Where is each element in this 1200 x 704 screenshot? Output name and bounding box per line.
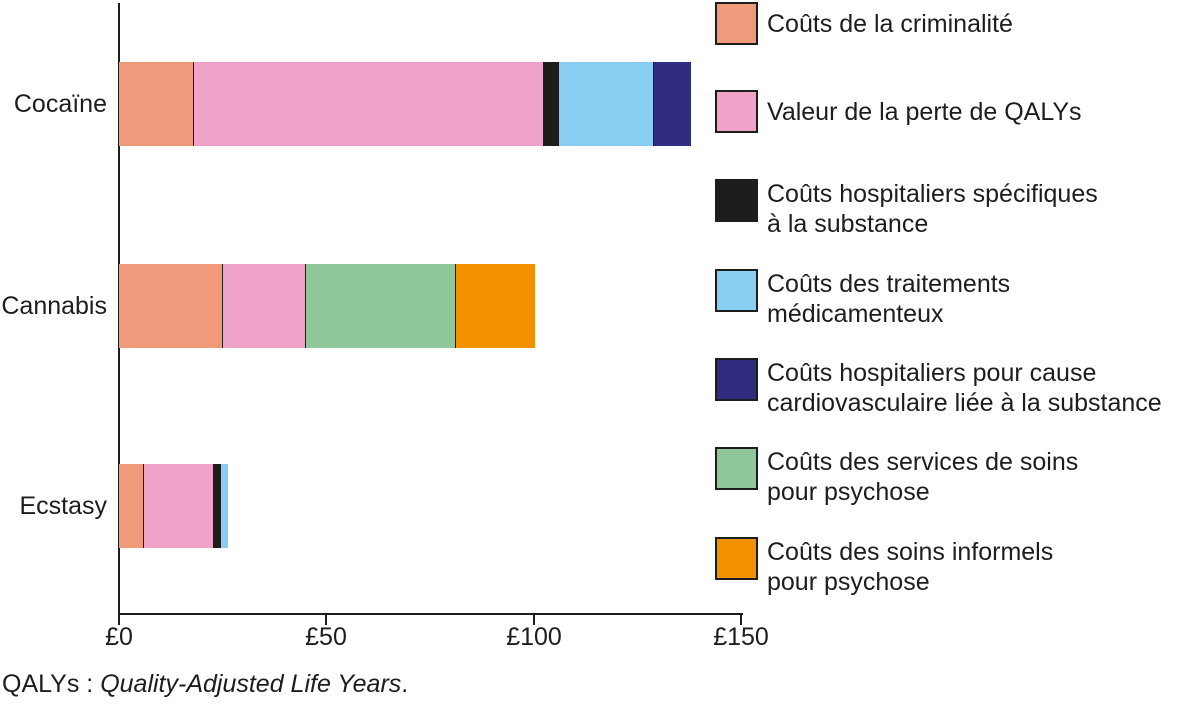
legend-item-med_treatment: Coûts des traitements médicamenteux — [715, 269, 1010, 329]
legend-label-line: pour psychose — [767, 478, 930, 506]
category-label-cannabis: Cannabis — [1, 292, 107, 320]
legend-item-hosp_specific: Coûts hospitaliers spécifiques à la subst… — [715, 179, 1098, 239]
category-label-cocaine: Cocaïne — [13, 90, 107, 118]
bar-segment-qalys — [223, 264, 306, 348]
legend-label-line: cardiovasculaire liée à la substance — [767, 389, 1162, 417]
footnote: QALYs : Quality-Adjusted Life Years. — [2, 669, 408, 699]
legend-label-line: pour psychose — [767, 568, 930, 596]
bar-segment-crime — [119, 264, 223, 348]
legend-label-hosp_specific: Coûts hospitaliers spécifiques à la subst… — [767, 179, 1098, 239]
legend-swatch-qalys — [715, 90, 758, 133]
footnote-italic: Quality-Adjusted Life Years — [100, 670, 402, 698]
legend-item-psychosis_services: Coûts des services de soins pour psychose — [715, 447, 1078, 507]
legend-label-hosp_cardio: Coûts hospitaliers pour cause cardiovascu… — [767, 358, 1162, 418]
x-tick-mark — [533, 613, 535, 625]
legend-label-line: Coûts des soins informels — [767, 538, 1054, 566]
x-tick-label: £150 — [713, 623, 769, 651]
bar-ecstasy — [119, 464, 228, 548]
x-tick-mark — [118, 613, 120, 625]
x-axis-line — [118, 613, 743, 615]
legend-label-qalys: Valeur de la perte de QALYs — [767, 97, 1082, 127]
bar-segment-psychosis_informal — [456, 264, 535, 348]
x-tick-label: £50 — [305, 623, 347, 651]
legend-swatch-hosp_cardio — [715, 358, 758, 401]
legend-item-qalys: Valeur de la perte de QALYs — [715, 90, 1082, 133]
legend-label-line: médicamenteux — [767, 300, 944, 328]
legend-swatch-hosp_specific — [715, 179, 758, 222]
bar-cocaine — [119, 62, 691, 146]
bar-segment-hosp_specific — [214, 464, 221, 548]
bar-segment-crime — [119, 464, 144, 548]
category-label-ecstasy: Ecstasy — [19, 492, 107, 520]
legend-swatch-med_treatment — [715, 269, 758, 312]
legend-label-line: à la substance — [767, 210, 929, 238]
legend-label-line: Coûts hospitaliers pour cause — [767, 359, 1097, 387]
footnote-prefix: QALYs : — [2, 670, 101, 698]
x-tick-label: £0 — [105, 623, 133, 651]
legend-swatch-psychosis_informal — [715, 537, 758, 580]
bar-segment-psychosis_services — [306, 264, 456, 348]
footnote-suffix: . — [401, 670, 409, 698]
legend-item-psychosis_informal: Coûts des soins informels pour psychose — [715, 537, 1053, 597]
bar-segment-qalys — [194, 62, 544, 146]
legend-swatch-crime — [715, 2, 758, 45]
legend-label-line: Coûts des traitements — [767, 270, 1011, 298]
x-tick-mark — [325, 613, 327, 625]
legend-label-psychosis_services: Coûts des services de soins pour psychose — [767, 447, 1078, 507]
legend-label-line: Coûts hospitaliers spécifiques — [767, 180, 1098, 208]
legend-label-crime: Coûts de la criminalité — [767, 9, 1013, 39]
legend-label-line: Coûts de la criminalité — [767, 10, 1013, 38]
legend-item-crime: Coûts de la criminalité — [715, 2, 1013, 45]
bar-segment-hosp_specific — [544, 62, 559, 146]
legend-swatch-psychosis_services — [715, 447, 758, 490]
bar-segment-crime — [119, 62, 194, 146]
legend-label-psychosis_informal: Coûts des soins informels pour psychose — [767, 537, 1053, 597]
legend-label-line: Valeur de la perte de QALYs — [767, 98, 1082, 126]
legend-item-hosp_cardio: Coûts hospitaliers pour cause cardiovascu… — [715, 358, 1162, 418]
bar-segment-med_treatment — [221, 464, 228, 548]
legend-label-line: Coûts des services de soins — [767, 448, 1079, 476]
x-tick-label: £100 — [506, 623, 562, 651]
x-tick-mark — [740, 613, 742, 625]
bar-cannabis — [119, 264, 535, 348]
bar-segment-med_treatment — [559, 62, 654, 146]
bar-segment-hosp_cardio — [654, 62, 691, 146]
bar-segment-qalys — [144, 464, 214, 548]
legend-label-med_treatment: Coûts des traitements médicamenteux — [767, 269, 1010, 329]
